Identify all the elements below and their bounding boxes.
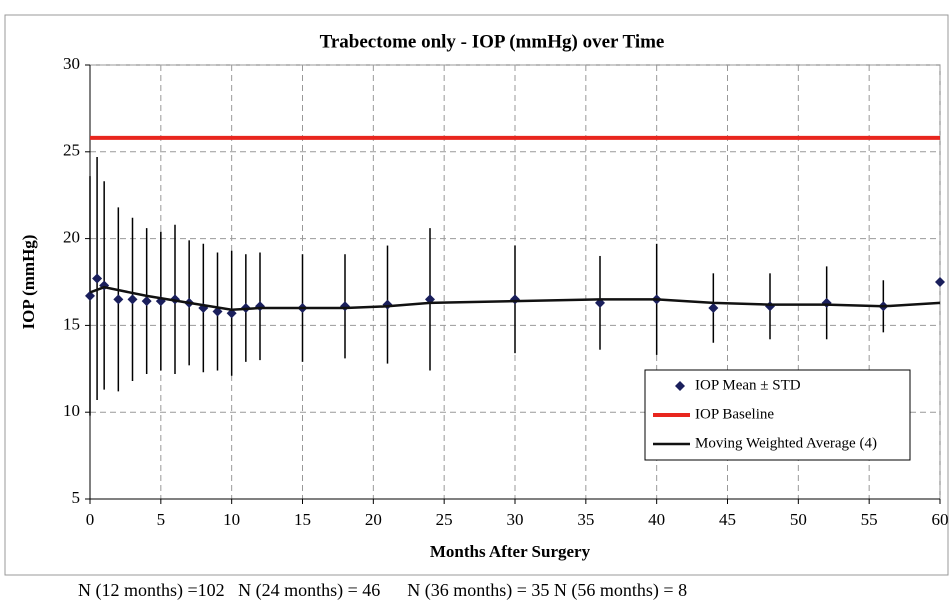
y-tick-label: 10 xyxy=(63,401,80,420)
x-tick-label: 20 xyxy=(365,510,382,529)
x-tick-label: 55 xyxy=(861,510,878,529)
x-tick-label: 15 xyxy=(294,510,311,529)
y-tick-label: 25 xyxy=(63,141,80,160)
y-tick-label: 15 xyxy=(63,314,80,333)
legend-symbol xyxy=(675,381,685,391)
x-tick-label: 10 xyxy=(223,510,240,529)
x-tick-label: 35 xyxy=(577,510,594,529)
x-tick-label: 5 xyxy=(157,510,166,529)
x-tick-label: 45 xyxy=(719,510,736,529)
y-tick-label: 30 xyxy=(63,54,80,73)
x-tick-label: 50 xyxy=(790,510,807,529)
data-point xyxy=(708,303,719,314)
legend-label: Moving Weighted Average (4) xyxy=(695,435,877,451)
data-point xyxy=(85,290,95,301)
trend-line xyxy=(89,285,941,312)
y-tick-label: 20 xyxy=(63,228,80,247)
footnote: N (12 months) =102 N (24 months) = 46 N … xyxy=(78,580,687,601)
data-point xyxy=(127,294,138,305)
x-tick-label: 25 xyxy=(436,510,453,529)
chart-title: Trabectome only - IOP (mmHg) over Time xyxy=(320,31,665,52)
data-point xyxy=(935,277,945,287)
x-tick-label: 60 xyxy=(932,510,949,529)
legend-label: IOP Mean ± STD xyxy=(695,377,801,393)
legend-label: IOP Baseline xyxy=(695,406,774,422)
data-point xyxy=(92,273,103,284)
x-tick-label: 40 xyxy=(648,510,665,529)
y-tick-label: 5 xyxy=(72,488,81,507)
data-point xyxy=(141,296,152,307)
x-tick-label: 30 xyxy=(507,510,524,529)
x-axis-title: Months After Surgery xyxy=(430,542,591,561)
x-tick-label: 0 xyxy=(86,510,95,529)
data-point xyxy=(113,294,124,305)
y-axis-title: IOP (mmHg) xyxy=(19,235,38,330)
